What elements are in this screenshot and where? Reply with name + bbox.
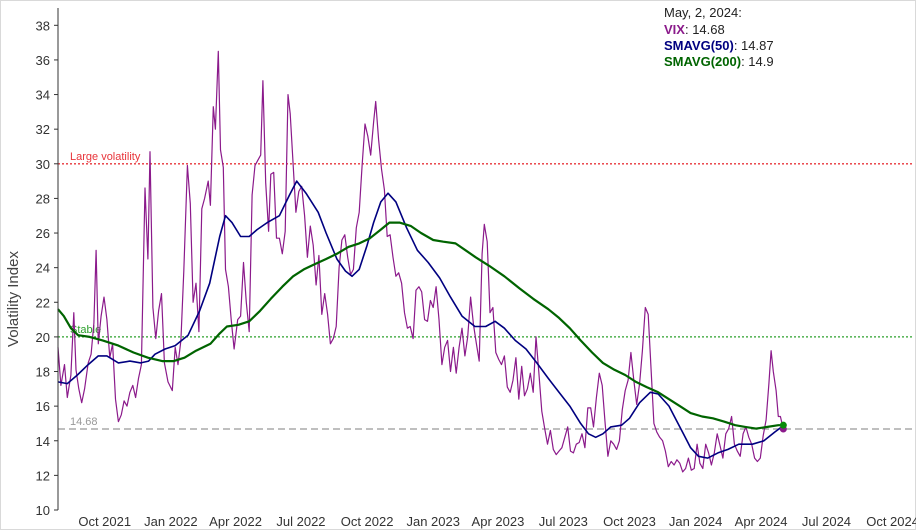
- y-tick-label: 22: [36, 295, 50, 310]
- y-tick-label: 12: [36, 468, 50, 483]
- legend-entry: SMAVG(200): 14.9: [664, 54, 774, 69]
- series-layer: [57, 50, 787, 473]
- end-marker-smavg-200: [779, 421, 787, 429]
- legend-entry: SMAVG(50): 14.87: [664, 38, 774, 53]
- x-tick-label: Jul 2023: [539, 514, 588, 529]
- y-tick-label: 14: [36, 434, 50, 449]
- legend-date: May, 2, 2024:: [664, 5, 742, 20]
- legend-entry-name: SMAVG(200): [664, 54, 741, 69]
- y-tick-label: 36: [36, 53, 50, 68]
- reference-line-label: 14.68: [70, 416, 98, 428]
- x-tick-label: Jul 2022: [276, 514, 325, 529]
- legend-entry-name: SMAVG(50): [664, 38, 734, 53]
- series-line-smavg-50: [57, 180, 784, 459]
- y-tick-label: 34: [36, 88, 50, 103]
- legend-entry-value: : 14.68: [685, 22, 725, 37]
- legend-entry: VIX: 14.68: [664, 22, 725, 37]
- x-tick-label: Apr 2022: [209, 514, 262, 529]
- reference-line-label: Large volatility: [70, 151, 141, 163]
- series-line-vix: [57, 50, 784, 473]
- legend-entry-name: VIX: [664, 22, 685, 37]
- x-tick-label: Oct 2022: [341, 514, 394, 529]
- y-tick-label: 38: [36, 18, 50, 33]
- x-tick-label: Jul 2024: [802, 514, 851, 529]
- series-line-smavg-200: [57, 221, 784, 430]
- x-tick-label: Apr 2023: [472, 514, 525, 529]
- y-tick-label: 20: [36, 330, 50, 345]
- x-tick-label: Jan 2022: [144, 514, 198, 529]
- y-tick-label: 30: [36, 157, 50, 172]
- y-tick-label: 18: [36, 365, 50, 380]
- y-tick-label: 24: [36, 261, 50, 276]
- y-tick-label: 26: [36, 226, 50, 241]
- legend-entry-value: : 14.87: [734, 38, 774, 53]
- y-tick-label: 28: [36, 191, 50, 206]
- legend-entry-value: : 14.9: [741, 54, 774, 69]
- x-tick-label: Jan 2024: [669, 514, 723, 529]
- x-tick-label: Oct 2023: [603, 514, 656, 529]
- x-tick-label: Oct 2021: [78, 514, 131, 529]
- y-tick-label: 10: [36, 503, 50, 518]
- y-tick-label: 32: [36, 122, 50, 137]
- y-tick-label: 16: [36, 399, 50, 414]
- y-axis-title: Volatility Index: [5, 251, 22, 347]
- x-tick-label: Apr 2024: [735, 514, 788, 529]
- axes: 10 12 14 16 18 20 22 24 26 28 30 32 34 36 38 Oct 2021 Ja…: [36, 8, 916, 529]
- x-tick-label: Jan 2023: [406, 514, 460, 529]
- x-tick-label: Oct 2024: [866, 514, 916, 529]
